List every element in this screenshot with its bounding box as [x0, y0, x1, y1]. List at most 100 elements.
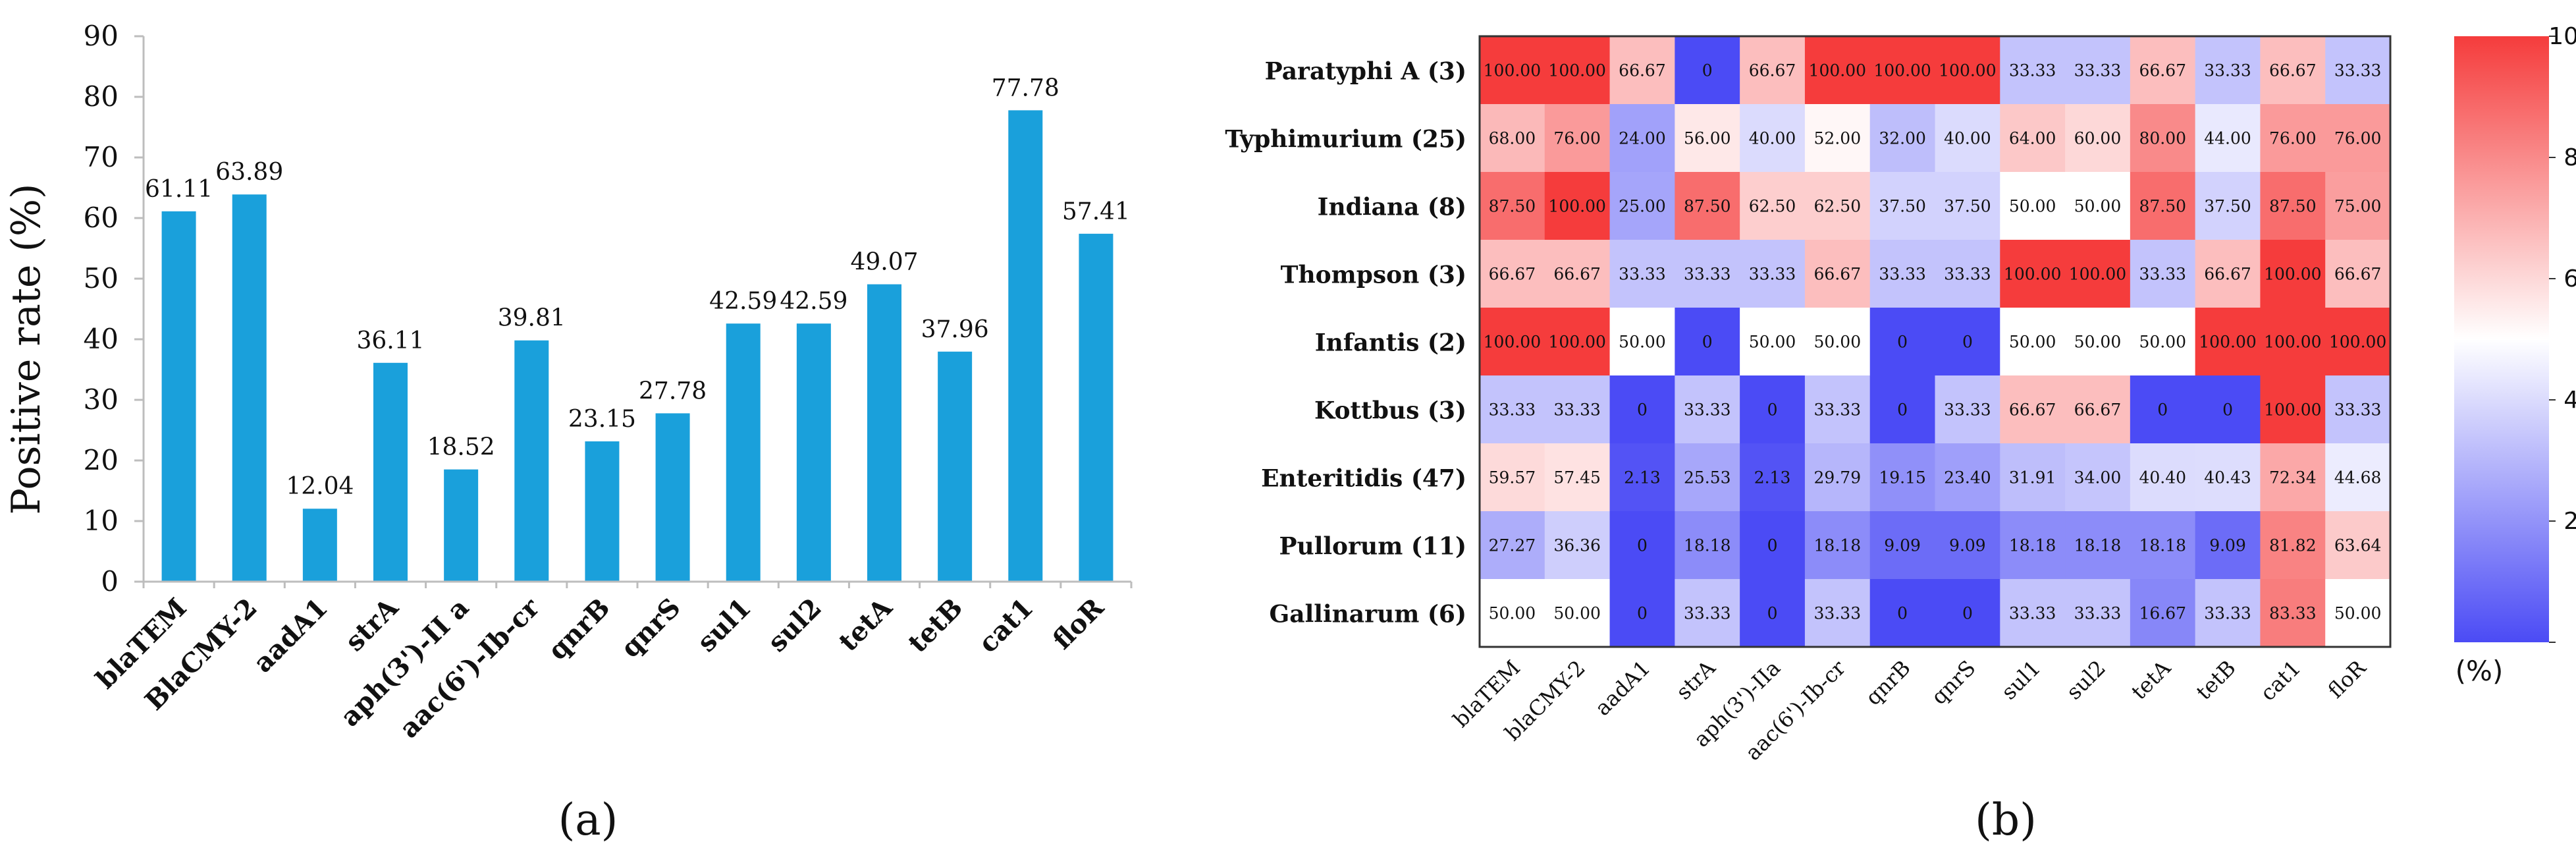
heatmap-cell: [1869, 172, 1936, 240]
heatmap-cell: [1544, 375, 1611, 444]
heatmap-cell-value: 52.00: [1814, 129, 1862, 148]
y-axis-label: Positive rate (%): [3, 184, 49, 515]
heatmap-cell: [1544, 240, 1611, 308]
heatmap-column-label: sul1: [1997, 655, 2046, 705]
heatmap-cell-value: 9.09: [1949, 536, 1986, 555]
heatmap-cell: [1869, 36, 1936, 105]
heatmap-cell: [2325, 172, 2391, 240]
heatmap-cell: [2260, 172, 2326, 240]
color-scale-gradient: [2454, 36, 2549, 642]
heatmap-cell: [1935, 172, 2000, 240]
heatmap-column-label: cat1: [2255, 655, 2306, 706]
heatmap-cell-value: 33.33: [1619, 265, 1666, 284]
bar-tetA: [867, 284, 901, 582]
heatmap-cell: [2325, 579, 2391, 648]
heatmap-cell-value: 33.33: [1749, 265, 1796, 284]
heatmap-cell: [1869, 104, 1936, 173]
heatmap-cell-value: 33.33: [2009, 604, 2056, 623]
heatmap-cell-value: 66.67: [2269, 61, 2317, 80]
heatmap-cell: [1675, 36, 1740, 105]
heatmap-cell: [2260, 104, 2326, 173]
heatmap-cell: [1609, 104, 1675, 173]
heatmap-cell-value: 56.00: [1684, 129, 1731, 148]
heatmap-cell-value: 50.00: [2009, 197, 2056, 216]
x-category-label: floR: [1046, 592, 1110, 655]
bar-value-label: 36.11: [356, 327, 424, 354]
heatmap-cell-value: 0: [1962, 333, 1973, 352]
heatmap-cell: [2260, 443, 2326, 512]
heatmap-cell: [2130, 579, 2196, 648]
heatmap-cell: [2065, 308, 2131, 376]
heatmap-cell-value: 33.33: [1684, 401, 1731, 420]
heatmap-cell: [1480, 511, 1545, 580]
heatmap-cell-value: 33.33: [1684, 265, 1731, 284]
heatmap-cell-value: 66.67: [2334, 265, 2382, 284]
heatmap-cell: [1544, 511, 1611, 580]
heatmap-cell-value: 27.27: [1489, 536, 1536, 555]
y-tick-label: 0: [101, 565, 119, 597]
heatmap-cell-value: 18.18: [2074, 536, 2122, 555]
heatmap-cell-value: 100.00: [1939, 61, 1996, 80]
heatmap-cell-value: 100.00: [1809, 61, 1866, 80]
heatmap-cell-value: 0: [1767, 604, 1778, 623]
heatmap-cell-value: 40.40: [2139, 468, 2186, 487]
heatmap-cell-value: 33.33: [2334, 401, 2382, 420]
bar-BlaCMY-2: [232, 194, 267, 582]
heatmap-cell: [1544, 579, 1611, 648]
heatmap-cell: [1544, 308, 1611, 376]
bar-value-label: 42.59: [780, 288, 847, 315]
heatmap-cell-value: 40.43: [2204, 468, 2251, 487]
bar-aac(6')-Ib-cr: [514, 340, 549, 582]
heatmap-cell-value: 33.33: [1944, 265, 1991, 284]
y-tick-label: 10: [84, 505, 119, 537]
heatmap-cell-value: 37.50: [2204, 197, 2251, 216]
heatmap-cell-value: 50.00: [1619, 333, 1666, 352]
bar-value-label: 18.52: [427, 434, 495, 461]
heatmap-cell-value: 83.33: [2269, 604, 2317, 623]
heatmap-cell-value: 64.00: [2009, 129, 2056, 148]
heatmap-cell: [2195, 36, 2261, 105]
heatmap-cell: [1609, 36, 1675, 105]
heatmap-cell: [1935, 308, 2000, 376]
bar-series: [161, 110, 1114, 582]
heatmap-cell: [1675, 104, 1740, 173]
heatmap-cell-value: 0: [1637, 401, 1648, 420]
heatmap-cell: [2130, 308, 2196, 376]
heatmap-cell: [2000, 172, 2066, 240]
heatmap-cell: [2000, 240, 2066, 308]
heatmap-cell: [2325, 308, 2391, 376]
bar-qnrB: [585, 441, 620, 582]
heatmap-cell: [1869, 511, 1936, 580]
heatmap-row-label: Kottbus (3): [1314, 397, 1466, 425]
bar-value-label: 12.04: [286, 473, 354, 500]
bar-value-label: 57.41: [1062, 198, 1130, 225]
x-category-label: cat1: [973, 592, 1040, 659]
heatmap-cell: [2260, 375, 2326, 444]
heatmap-cell-value: 0: [1767, 536, 1778, 555]
heatmap-cell-value: 9.09: [2209, 536, 2246, 555]
heatmap-column-label: aadA1: [1590, 655, 1655, 721]
heatmap-cell-value: 100.00: [2004, 265, 2061, 284]
heatmap-cell: [2325, 36, 2391, 105]
heatmap-cell-value: 87.50: [2139, 197, 2186, 216]
heatmap-cell-value: 66.67: [2204, 265, 2251, 284]
heatmap-cell-value: 0: [1897, 604, 1908, 623]
bar-strA: [373, 362, 408, 582]
heatmap-cell: [1675, 308, 1740, 376]
heatmap-cell: [2000, 511, 2066, 580]
heatmap-cell: [1935, 104, 2000, 173]
heatmap-cell-value: 33.33: [2139, 265, 2186, 284]
heatmap-cell: [1544, 172, 1611, 240]
heatmap-cell-value: 9.09: [1884, 536, 1921, 555]
heatmap-cell: [2000, 579, 2066, 648]
heatmap-cell-value: 0: [1962, 604, 1973, 623]
heatmap-cell: [1740, 104, 1806, 173]
heatmap-cell-value: 23.40: [1944, 468, 1991, 487]
heatmap-cell-value: 100.00: [2199, 333, 2256, 352]
heatmap-cell-value: 100.00: [2264, 265, 2321, 284]
heatmap-cell-value: 33.33: [1879, 265, 1926, 284]
bar-value-label: 42.59: [709, 288, 777, 315]
heatmap-cell: [2195, 579, 2261, 648]
y-tick-label: 90: [84, 20, 119, 52]
